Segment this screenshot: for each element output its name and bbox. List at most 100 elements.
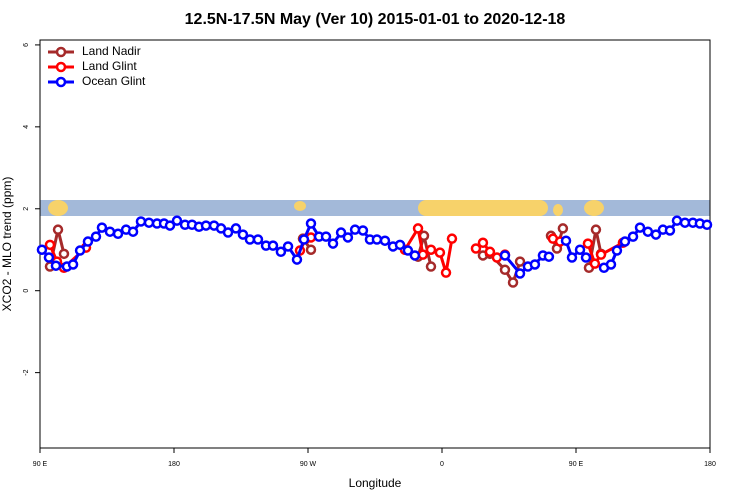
data-point — [320, 231, 332, 242]
y-tick-label: 6 — [23, 43, 30, 47]
data-point — [44, 239, 56, 251]
data-point — [291, 254, 303, 265]
chart-title: 12.5N-17.5N May (Ver 10) 2015-01-01 to 2… — [185, 11, 566, 28]
data-point — [664, 225, 676, 236]
data-point — [499, 264, 511, 276]
data-point — [634, 222, 646, 233]
data-point — [74, 245, 86, 256]
data-point — [379, 235, 391, 246]
data-point — [112, 228, 124, 240]
data-point — [484, 246, 496, 258]
data-point — [425, 261, 437, 272]
data-point — [327, 238, 339, 249]
legend-label: Land Glint — [82, 59, 137, 73]
data-point — [409, 250, 421, 261]
legend-marker — [55, 46, 67, 58]
map-band — [40, 200, 710, 216]
data-point — [434, 247, 446, 258]
y-tick-label: 0 — [23, 289, 30, 293]
data-point — [50, 260, 62, 271]
data-point — [619, 236, 631, 247]
x-tick-label: 90 W — [300, 461, 317, 468]
data-point — [143, 217, 155, 228]
data-point — [580, 252, 592, 263]
data-point — [127, 226, 139, 237]
x-tick-label: 90 E — [569, 461, 584, 468]
data-point — [305, 218, 317, 229]
data-point — [43, 252, 55, 263]
data-point — [96, 222, 108, 233]
data-point — [477, 237, 489, 249]
y-tick-label: -2 — [23, 369, 30, 375]
data-point — [230, 223, 242, 234]
data-point — [557, 223, 569, 234]
data-point — [582, 238, 594, 249]
land-shape — [584, 200, 604, 216]
y-tick-label: 4 — [23, 125, 30, 129]
data-point — [446, 233, 458, 244]
data-point — [402, 245, 414, 256]
land-shape — [294, 201, 306, 211]
land-shape — [418, 200, 548, 216]
data-point — [425, 244, 437, 255]
data-point — [507, 277, 519, 288]
data-point — [282, 241, 294, 252]
data-point — [440, 267, 452, 278]
y-tick-label: 2 — [23, 207, 30, 211]
data-point — [560, 235, 572, 246]
legend-marker — [55, 76, 67, 88]
legend-label: Land Nadir — [82, 44, 141, 58]
data-point — [574, 244, 586, 255]
data-point — [671, 215, 683, 226]
x-tick-label: 180 — [704, 461, 716, 468]
data-point — [342, 232, 354, 243]
data-point — [543, 251, 555, 262]
data-point — [52, 224, 64, 235]
land-shape — [553, 204, 563, 216]
data-point — [275, 246, 287, 258]
data-point — [67, 259, 79, 270]
data-point — [335, 227, 347, 238]
x-tick-label: 90 E — [33, 461, 48, 468]
data-point — [417, 249, 429, 260]
data-point — [514, 256, 526, 267]
data-point — [589, 258, 601, 269]
x-axis-label: Longitude — [349, 476, 402, 490]
data-point — [627, 231, 639, 242]
data-point — [590, 224, 602, 235]
data-point — [305, 244, 317, 255]
data-point — [701, 219, 713, 230]
data-point — [104, 226, 116, 237]
data-point — [499, 250, 511, 261]
data-point — [371, 234, 383, 245]
data-point — [394, 239, 406, 251]
legend-marker — [55, 61, 67, 73]
land-shape — [48, 200, 68, 216]
data-point — [252, 234, 264, 245]
data-point — [171, 215, 183, 226]
data-point — [566, 252, 578, 263]
data-point — [412, 223, 424, 234]
data-point — [611, 245, 623, 256]
ocean-band — [40, 200, 710, 216]
data-point — [529, 259, 541, 270]
x-tick-label: 180 — [168, 461, 180, 468]
data-point — [58, 248, 70, 260]
data-point — [135, 216, 147, 227]
data-point — [237, 229, 249, 240]
data-point — [470, 243, 482, 254]
data-point — [222, 227, 234, 238]
data-point — [595, 249, 607, 260]
data-point — [90, 231, 102, 242]
legend-label: Ocean Glint — [82, 74, 146, 88]
data-point — [164, 220, 176, 231]
data-point — [82, 236, 94, 247]
data-point — [605, 259, 617, 270]
data-point — [298, 234, 310, 245]
x-tick-label: 0 — [440, 461, 444, 468]
data-point — [267, 240, 279, 251]
data-point — [650, 229, 662, 240]
data-point — [514, 268, 526, 279]
data-point — [36, 244, 48, 255]
